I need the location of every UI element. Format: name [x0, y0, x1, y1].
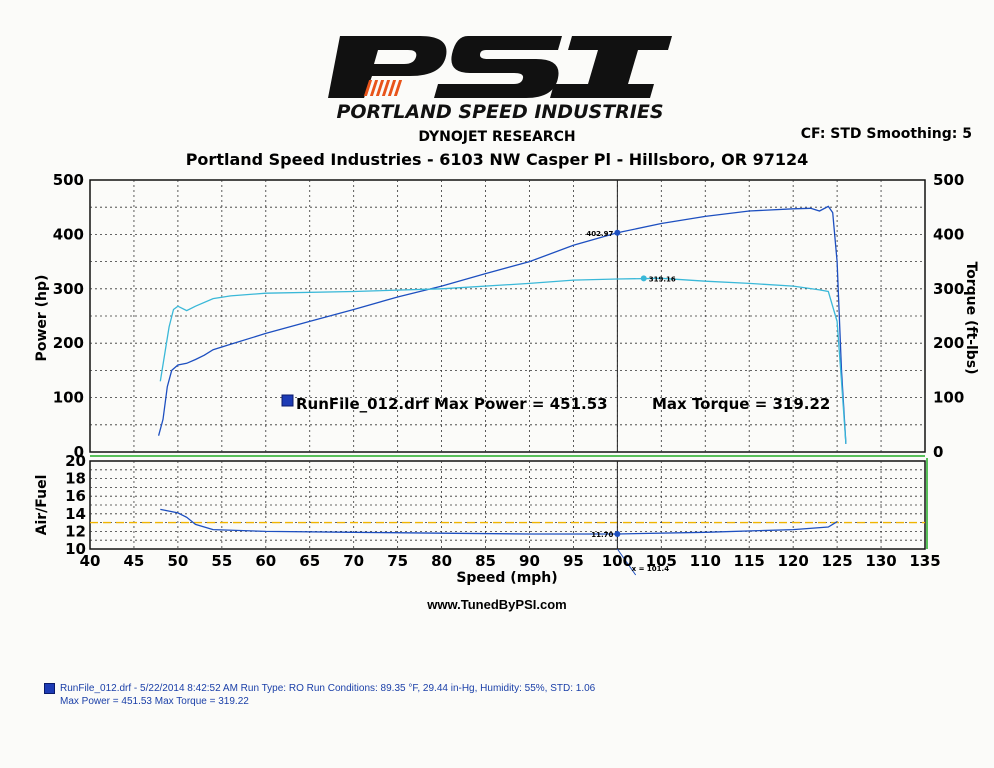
website-url: www.TunedByPSI.com [427, 597, 567, 612]
speed-tick-label: 65 [299, 552, 320, 570]
power-tick-label: 300 [53, 280, 84, 298]
speed-tick-label: 105 [646, 552, 677, 570]
speed-tick-label: 130 [865, 552, 896, 570]
speed-tick-label: 120 [778, 552, 809, 570]
chart-marks [90, 180, 925, 576]
power-grid [90, 180, 925, 452]
settings-label: CF: STD Smoothing: 5 [800, 126, 972, 142]
shop-address: Portland Speed Industries - 6103 NW Casp… [185, 150, 809, 169]
power-tick-label: 500 [53, 171, 84, 189]
torque-value-label: 319.16 [649, 275, 676, 283]
speed-tick-label: 70 [343, 552, 364, 570]
speed-tick-label: 115 [734, 552, 765, 570]
footer-max-values: Max Power = 451.53 Max Torque = 319.22 [60, 696, 249, 707]
afr-marker [614, 531, 621, 538]
power-line [157, 205, 847, 444]
speed-tick-label: 95 [563, 552, 584, 570]
power-marker [614, 229, 621, 236]
speed-tick-label: 125 [821, 552, 852, 570]
afr-tick-label: 12 [65, 522, 86, 540]
torque-tick-label: 300 [933, 280, 964, 298]
psi-logo: PORTLAND SPEED INDUSTRIES [300, 28, 700, 128]
legend-marker [281, 394, 294, 407]
speed-tick-label: 55 [211, 552, 232, 570]
torque-axis-label: Torque (ft-lbs) [963, 261, 979, 374]
speed-tick-label: 60 [255, 552, 276, 570]
torque-tick-label: 0 [933, 443, 943, 461]
torque-tick-label: 200 [933, 334, 964, 352]
dynojet-title: DYNOJET RESEARCH [418, 129, 576, 145]
legend-run-text: RunFile_012.drf Max Power = 451.53 [296, 395, 608, 413]
speed-tick-label: 50 [167, 552, 188, 570]
power-tick-label: 200 [53, 334, 84, 352]
torque-line [159, 277, 847, 444]
logo-tagline: PORTLAND SPEED INDUSTRIES [336, 101, 663, 123]
torque-tick-label: 100 [933, 389, 964, 407]
afr-axis-label: Air/Fuel [34, 475, 50, 536]
cursor-pointer-line [616, 548, 637, 576]
footer-run-marker [44, 683, 55, 694]
chart-labels: 0 0 100 100 200 200 300 300 400 400 500 500 10121416… [53, 171, 965, 573]
power-tick-label: 100 [53, 389, 84, 407]
speed-tick-label: 40 [80, 552, 101, 570]
afr-tick-label: 16 [65, 487, 86, 505]
power-tick-label: 400 [53, 225, 84, 243]
torque-marker [640, 275, 647, 282]
torque-tick-label: 500 [933, 171, 964, 189]
cursor-x-readout: x = 101.4 [632, 565, 670, 573]
speed-tick-label: 135 [909, 552, 940, 570]
speed-tick-label: 45 [124, 552, 145, 570]
afr-tick-label: 14 [65, 505, 86, 523]
afr-grid [90, 461, 925, 549]
speed-tick-label: 90 [519, 552, 540, 570]
dyno-chart: 0 0 100 100 200 200 300 300 400 400 500 500 10121416… [34, 171, 979, 586]
logo-letters [328, 36, 672, 98]
power-tick-label: 0 [74, 443, 84, 461]
speed-tick-label: 85 [475, 552, 496, 570]
afr-tick-label: 20 [65, 452, 86, 470]
speed-tick-label: 80 [431, 552, 452, 570]
power-value-label: 402.97 [586, 230, 613, 238]
footer-run-conditions: RunFile_012.drf - 5/22/2014 8:42:52 AM R… [60, 683, 596, 694]
speed-axis-label: Speed (mph) [456, 570, 557, 586]
afr-tick-label: 10 [65, 540, 86, 558]
legend-torque-text: Max Torque = 319.22 [652, 395, 830, 413]
speed-tick-label: 110 [690, 552, 721, 570]
torque-tick-label: 400 [933, 225, 964, 243]
speed-tick-label: 100 [602, 552, 633, 570]
afr-tick-label: 18 [65, 470, 86, 488]
speed-tick-label: 75 [387, 552, 408, 570]
afr-line [160, 508, 838, 535]
afr-value-label: 11.70 [591, 531, 613, 539]
power-axis-label: Power (hp) [34, 275, 50, 362]
